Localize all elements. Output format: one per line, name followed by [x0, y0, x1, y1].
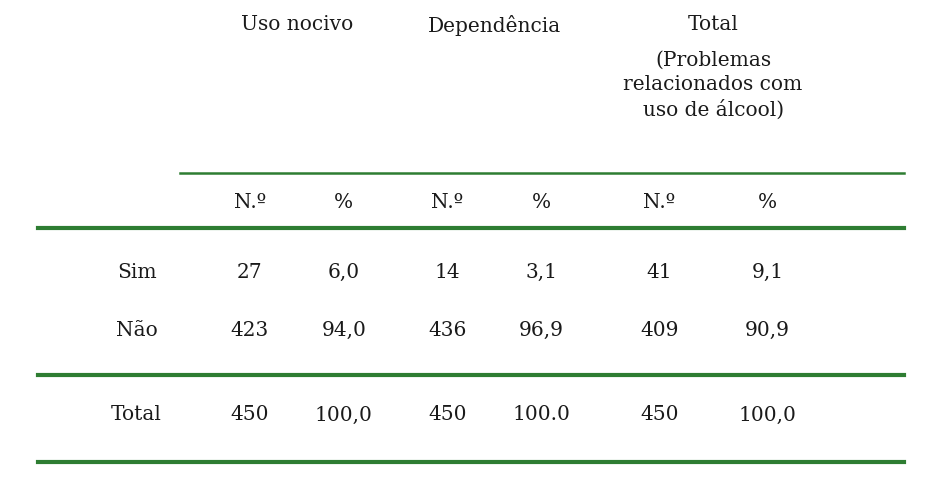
Text: Sim: Sim: [117, 263, 156, 281]
Text: Total: Total: [111, 406, 162, 424]
Text: 9,1: 9,1: [752, 263, 784, 281]
Text: 96,9: 96,9: [519, 321, 564, 339]
Text: uso de álcool): uso de álcool): [642, 100, 784, 120]
Text: %: %: [532, 192, 551, 212]
Text: N.º: N.º: [431, 192, 463, 212]
Text: 3,1: 3,1: [526, 263, 558, 281]
Text: 409: 409: [641, 321, 678, 339]
Text: %: %: [334, 192, 353, 212]
Text: relacionados com: relacionados com: [624, 75, 803, 95]
Text: N.º: N.º: [234, 192, 266, 212]
Text: (Problemas: (Problemas: [655, 50, 771, 70]
Text: 41: 41: [646, 263, 673, 281]
Text: 6,0: 6,0: [328, 263, 360, 281]
Text: 27: 27: [236, 263, 263, 281]
Text: Dependência: Dependência: [428, 14, 561, 36]
Text: Uso nocivo: Uso nocivo: [240, 15, 353, 35]
Text: 436: 436: [429, 321, 466, 339]
Text: Não: Não: [116, 321, 157, 339]
Text: 450: 450: [429, 406, 466, 424]
Text: 450: 450: [231, 406, 268, 424]
Text: 100,0: 100,0: [315, 406, 373, 424]
Text: %: %: [758, 192, 777, 212]
Text: 100.0: 100.0: [512, 406, 571, 424]
Text: 100,0: 100,0: [739, 406, 797, 424]
Text: 94,0: 94,0: [321, 321, 366, 339]
Text: Total: Total: [688, 15, 739, 35]
Text: 450: 450: [641, 406, 678, 424]
Text: 90,9: 90,9: [745, 321, 790, 339]
Text: N.º: N.º: [643, 192, 675, 212]
Text: 14: 14: [434, 263, 461, 281]
Text: 423: 423: [231, 321, 268, 339]
